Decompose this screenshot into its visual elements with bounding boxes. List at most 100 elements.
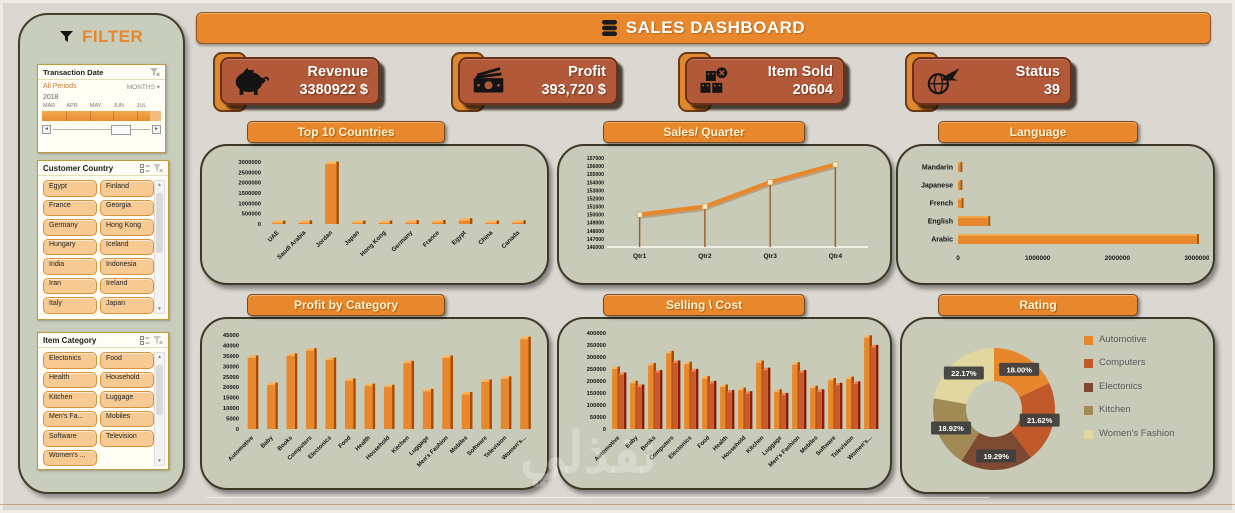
globe-plane-icon <box>927 68 960 95</box>
slicer-item-category[interactable]: Household <box>100 371 154 388</box>
svg-text:15000: 15000 <box>223 396 239 402</box>
svg-text:Germany: Germany <box>390 229 414 253</box>
customer-country-slicer: Customer Country Egypt Finland France Georg… <box>37 160 169 320</box>
kpi-value: 393,720 $ <box>541 82 606 98</box>
slicer-item-country[interactable]: Iceland <box>100 238 154 255</box>
svg-text:45000: 45000 <box>223 333 239 339</box>
svg-text:157000: 157000 <box>587 156 604 162</box>
month-label: MAY <box>89 103 102 109</box>
slicer-item-country[interactable]: Hong Kong <box>100 219 154 236</box>
timeline-scrollbar[interactable]: ◄ ► <box>42 125 161 135</box>
multi-select-icon[interactable] <box>140 164 150 173</box>
svg-text:151000: 151000 <box>587 205 604 211</box>
svg-text:Books: Books <box>277 435 295 453</box>
piggy-bank-icon <box>235 67 269 95</box>
clear-filter-icon[interactable] <box>150 68 160 77</box>
scroll-down-button[interactable]: ▼ <box>157 305 162 312</box>
svg-text:Saudi Arabia: Saudi Arabia <box>276 229 308 261</box>
filter-title-label: FILTER <box>82 27 144 46</box>
chart-header-top-10-countries: Top 10 Countries <box>247 121 445 143</box>
slicer-item-country[interactable]: India <box>43 258 97 275</box>
timeline-granularity-dropdown[interactable]: MONTHS ▾ <box>126 84 160 91</box>
svg-text:Japan: Japan <box>343 229 361 247</box>
svg-text:148000: 148000 <box>587 229 604 235</box>
scroll-thumb[interactable] <box>111 125 131 135</box>
svg-text:3000000: 3000000 <box>238 160 261 166</box>
scroll-thumb[interactable] <box>156 193 163 254</box>
slicer-item-country[interactable]: Egypt <box>43 180 97 197</box>
month-label: APR <box>66 103 78 109</box>
svg-text:Arabic: Arabic <box>931 237 953 244</box>
scroll-up-button[interactable]: ▲ <box>157 354 162 360</box>
svg-text:Mandarin: Mandarin <box>922 165 953 172</box>
slicer-item-category[interactable]: Television <box>100 430 154 447</box>
slicer-item-category[interactable]: Kitchen <box>43 391 97 408</box>
slicer-item-country[interactable]: Japan <box>100 297 154 314</box>
slicer-item-category[interactable]: Luggage <box>100 391 154 408</box>
svg-text:0: 0 <box>956 255 960 262</box>
clear-filter-icon[interactable] <box>153 164 163 173</box>
svg-text:10000: 10000 <box>223 406 239 412</box>
slicer-item-country[interactable]: Germany <box>43 219 97 236</box>
slicer-item-country[interactable]: Indonesia <box>100 258 154 275</box>
month-label: JUL <box>136 103 147 109</box>
svg-text:1000000: 1000000 <box>1025 255 1051 262</box>
svg-text:100000: 100000 <box>587 403 606 409</box>
page-title: SALES DASHBOARD <box>625 18 806 37</box>
svg-text:Food: Food <box>697 435 712 450</box>
kpi-status: Status 39 <box>905 52 1072 112</box>
svg-text:40000: 40000 <box>223 343 239 349</box>
svg-text:20000: 20000 <box>223 385 239 391</box>
slicer-item-country[interactable]: Hungary <box>43 238 97 255</box>
kpi-label: Status <box>1015 63 1060 80</box>
svg-text:154000: 154000 <box>587 180 604 186</box>
svg-text:0: 0 <box>258 222 261 228</box>
svg-text:Food: Food <box>338 435 353 450</box>
svg-text:150000: 150000 <box>587 391 606 397</box>
category-items: Electonics Food Health Household Kitchen Lugg… <box>43 352 154 466</box>
scroll-thumb[interactable] <box>156 365 163 415</box>
slicer-item-country[interactable]: Ireland <box>100 277 154 294</box>
svg-text:Japanese: Japanese <box>921 183 953 190</box>
clear-filter-icon[interactable] <box>153 336 163 345</box>
slicer-item-country[interactable]: France <box>43 199 97 216</box>
scroll-down-button[interactable]: ▼ <box>157 458 162 464</box>
legend-item: Automotive <box>1084 334 1177 346</box>
watermark-line <box>205 497 990 498</box>
legend-label: Kitchen <box>1099 404 1131 416</box>
svg-text:2000000: 2000000 <box>238 181 261 187</box>
slicer-item-category[interactable]: Mobiles <box>100 410 154 427</box>
slicer-item-country[interactable]: Iran <box>43 277 97 294</box>
month-label: MAR <box>43 103 56 109</box>
svg-text:18.92%: 18.92% <box>938 424 964 433</box>
svg-text:149000: 149000 <box>587 221 604 227</box>
svg-text:146000: 146000 <box>587 245 604 251</box>
slicer-item-category[interactable]: Health <box>43 371 97 388</box>
slicer-item-category[interactable]: Electonics <box>43 352 97 369</box>
scroll-right-button[interactable]: ► <box>152 125 161 134</box>
slicer-item-country[interactable]: Italy <box>43 297 97 314</box>
slicer-item-country[interactable]: Finland <box>100 180 154 197</box>
svg-text:2500000: 2500000 <box>238 170 261 176</box>
scroll-left-button[interactable]: ◄ <box>42 125 51 134</box>
slicer-item-category[interactable]: Food <box>100 352 154 369</box>
legend-swatch <box>1084 429 1093 439</box>
rating-donut-chart: 18.00% 21.62% 19.29% 18.92% 22.17% <box>906 323 1086 493</box>
kpi-value: 20604 <box>792 82 833 98</box>
scroll-up-button[interactable]: ▲ <box>157 182 162 188</box>
timeline-selection-band[interactable] <box>42 111 161 121</box>
customer-country-title: Customer Country <box>43 164 114 173</box>
legend-swatch <box>1084 359 1093 369</box>
chart-header-selling-cost: Selling \ Cost <box>603 294 805 316</box>
slicer-item-country[interactable]: Georgia <box>100 199 154 216</box>
kpi-profit: Profit 393,720 $ <box>451 52 618 112</box>
slicer-item-category[interactable]: Men's Fa... <box>43 410 97 427</box>
slicer-item-category[interactable]: Software <box>43 430 97 447</box>
category-scrollbar[interactable]: ▲ ▼ <box>154 352 165 466</box>
svg-text:Qtr1: Qtr1 <box>633 253 647 260</box>
slicer-item-category[interactable]: Women's ... <box>43 449 97 466</box>
legend-item: Women's Fashion <box>1084 428 1177 440</box>
country-scrollbar[interactable]: ▲ ▼ <box>154 180 165 314</box>
svg-text:Qtr3: Qtr3 <box>763 253 777 260</box>
multi-select-icon[interactable] <box>140 336 150 345</box>
